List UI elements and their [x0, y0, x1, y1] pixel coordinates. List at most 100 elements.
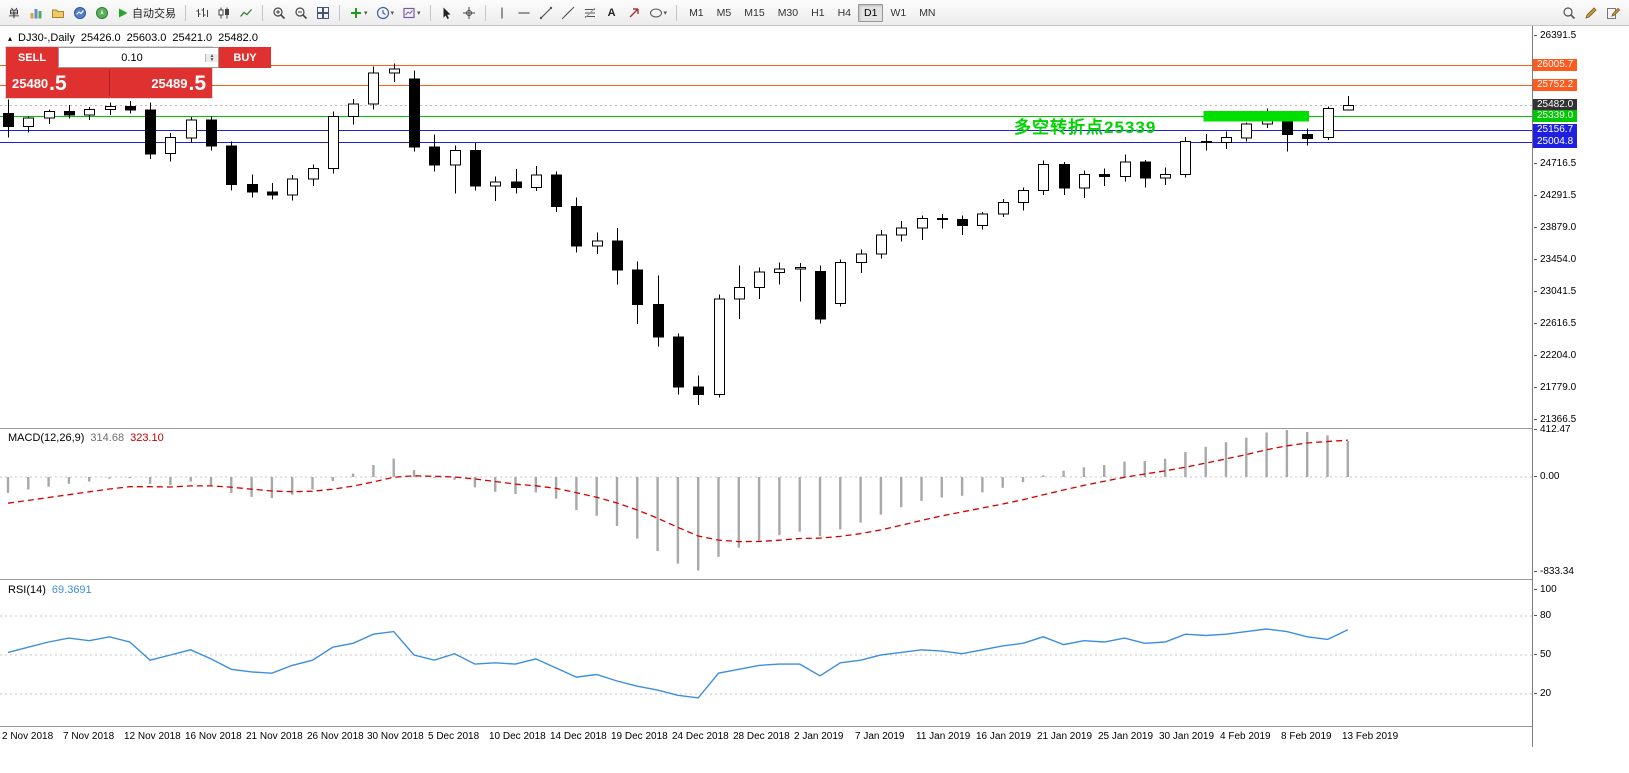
candle [1079, 170, 1090, 199]
date-axis-label: 11 Jan 2019 [916, 731, 971, 742]
text-tool-button[interactable]: A [602, 3, 622, 23]
price-axis-tick: 21779.0 [1533, 382, 1576, 394]
timeframe-button-W1[interactable]: W1 [884, 4, 912, 22]
timeframe-button-M15[interactable]: M15 [738, 4, 770, 22]
arrow-tool-button[interactable] [624, 3, 644, 23]
ellipse-icon [649, 8, 662, 17]
highlight-rectangle[interactable] [1203, 111, 1310, 122]
macd-name: MACD(12,26,9) [8, 432, 85, 444]
shapes-button[interactable]: ▾ [646, 3, 671, 23]
price-level-label[interactable]: 25339.0 [1533, 110, 1578, 122]
price-axis[interactable]: 26391.5 24716.5 24291.5 23879.0 23454.0 23041… [1532, 26, 1629, 747]
bar-chart-mode-button[interactable] [192, 3, 212, 23]
charts-button[interactable] [26, 3, 46, 23]
candle [206, 116, 217, 151]
sell-button[interactable]: SELL [6, 47, 58, 68]
templates-button[interactable]: ▾ [399, 3, 424, 23]
timeframe-button-D1[interactable]: D1 [858, 3, 884, 22]
candlestick-mode-button[interactable] [214, 3, 234, 23]
sell-price-main: 25480 [12, 75, 49, 91]
panel-separator[interactable] [0, 726, 1629, 727]
vertical-line-icon [500, 7, 503, 18]
rsi-name: RSI(14) [8, 584, 46, 596]
timeframe-button-M1[interactable]: M1 [683, 4, 710, 22]
market-watch-button[interactable] [70, 3, 90, 23]
channel-tool-button[interactable] [558, 3, 578, 23]
date-axis[interactable]: 2 Nov 2018 7 Nov 2018 12 Nov 2018 16 Nov 20… [0, 727, 1532, 747]
line-chart-mode-button[interactable] [236, 3, 256, 23]
cursor-button[interactable] [437, 3, 457, 23]
candle [734, 265, 745, 319]
volume-up-button[interactable]: ▲ [206, 53, 218, 58]
candle [1343, 96, 1354, 111]
candle [368, 66, 379, 110]
main-chart[interactable] [0, 26, 1532, 428]
trendline-tool-button[interactable] [536, 3, 556, 23]
price-level-label[interactable]: 25482.0 [1533, 99, 1578, 111]
sell-price-frac: .5 [49, 71, 67, 95]
macd-chart[interactable] [0, 429, 1532, 579]
zoom-in-button[interactable] [269, 3, 289, 23]
annotation-text[interactable]: 多空转折点25339 [1014, 118, 1157, 137]
volume-down-button[interactable]: ▼ [206, 57, 218, 62]
price-level-label[interactable]: 26005.7 [1533, 59, 1578, 71]
date-axis-label: 25 Jan 2019 [1098, 731, 1154, 742]
candle [409, 70, 420, 152]
buy-price-frac: .5 [188, 71, 206, 95]
horizontal-line-tool-button[interactable] [514, 3, 534, 23]
indicators-plus-icon [351, 7, 361, 18]
rsi-line [7, 628, 1349, 699]
periods-button[interactable]: ▾ [373, 3, 398, 23]
candle [957, 215, 968, 235]
timeframe-button-H1[interactable]: H1 [805, 4, 830, 22]
price-axis-tick: 23041.5 [1533, 286, 1576, 298]
search-button[interactable] [1559, 3, 1579, 23]
timeframe-button-H4[interactable]: H4 [832, 4, 857, 22]
folder-icon [52, 9, 64, 18]
navigator-button[interactable] [92, 3, 112, 23]
indicators-button[interactable]: ▾ [346, 3, 371, 23]
panel-separator[interactable] [0, 579, 1629, 580]
date-axis-label: 8 Feb 2019 [1281, 731, 1332, 742]
sell-price[interactable]: 25480.5 [6, 68, 109, 98]
date-axis-label: 24 Dec 2018 [672, 731, 729, 742]
zoom-out-button[interactable] [291, 3, 311, 23]
compose-button[interactable] [1603, 3, 1623, 23]
timeframe-button-M5[interactable]: M5 [711, 4, 738, 22]
crosshair-button[interactable] [459, 3, 479, 23]
buy-button[interactable]: BUY [219, 47, 271, 68]
vertical-line-tool-button[interactable] [492, 3, 512, 23]
timeframe-selector: M1 M5 M15 M30 H1 H4 D1 W1 MN [683, 3, 941, 22]
profiles-button[interactable] [48, 3, 68, 23]
price-axis-tick: 22616.5 [1533, 318, 1576, 330]
candle [612, 227, 623, 285]
timeframe-button-M30[interactable]: M30 [772, 4, 804, 22]
price-axis-tick: 23879.0 [1533, 222, 1576, 234]
autotrading-button[interactable]: 自动交易 [114, 3, 179, 23]
volume-input[interactable] [59, 50, 205, 65]
clock-icon [376, 6, 389, 19]
tile-windows-button[interactable] [313, 3, 333, 23]
toolbar-separator [185, 4, 186, 21]
candle [714, 294, 725, 398]
candle [186, 117, 197, 143]
timeframe-button-MN[interactable]: MN [913, 4, 941, 22]
date-axis-label: 10 Dec 2018 [489, 731, 546, 742]
price-level-label[interactable]: 25004.8 [1533, 136, 1578, 148]
fibonacci-tool-button[interactable] [580, 3, 600, 23]
candle [470, 143, 481, 191]
price-level-label[interactable]: 25752.2 [1533, 79, 1578, 91]
new-order-button[interactable]: 单 [4, 3, 24, 23]
buy-price[interactable]: 25489.5 [109, 68, 212, 98]
rsi-axis-tick: 80 [1533, 610, 1551, 622]
edit-button[interactable] [1581, 3, 1601, 23]
candle [571, 197, 582, 253]
volume-spinner: ▲ ▼ [205, 53, 218, 62]
panel-separator[interactable] [0, 428, 1629, 429]
rsi-chart[interactable] [0, 580, 1532, 726]
chevron-down-icon: ▾ [417, 9, 421, 17]
candle [693, 375, 704, 406]
price-level-label[interactable]: 25156.7 [1533, 124, 1578, 136]
candle [145, 102, 156, 160]
candle [84, 107, 95, 121]
